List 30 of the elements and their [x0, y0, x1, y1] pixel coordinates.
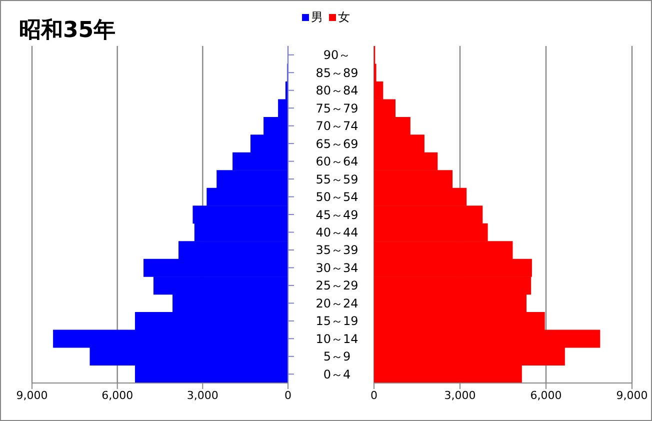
- x-tick-label: 9,000: [616, 388, 648, 402]
- x-tick-label: 3,000: [186, 388, 218, 402]
- x-tick-label: 0: [284, 388, 292, 402]
- x-tick-label: 9,000: [16, 388, 48, 402]
- legend-label: 女: [338, 9, 350, 26]
- y-tick-label: 15～19: [316, 314, 358, 328]
- y-tick-label: 80～84: [316, 84, 358, 98]
- y-tick-label: 75～79: [316, 101, 358, 116]
- x-tick-label: 6,000: [530, 388, 562, 402]
- y-tick-label: 30～34: [316, 260, 358, 275]
- y-tick-label: 60～64: [316, 154, 358, 169]
- x-tick-label: 3,000: [444, 388, 476, 402]
- y-tick-label: 70～74: [316, 119, 358, 134]
- y-tick-label: 90～: [323, 48, 351, 62]
- y-tick-label: 50～54: [316, 190, 358, 204]
- y-tick-label: 5～9: [323, 350, 351, 364]
- y-tick-label: 0～4: [323, 367, 351, 382]
- y-tick-label: 20～24: [316, 296, 358, 310]
- chart-title: 昭和35年: [19, 17, 116, 45]
- y-tick-label: 65～69: [316, 136, 358, 151]
- y-tick-label: 10～14: [316, 332, 358, 346]
- y-tick-label: 40～44: [316, 225, 358, 240]
- y-tick-label: 35～39: [316, 243, 358, 258]
- y-tick-label: 85～89: [316, 66, 358, 80]
- y-tick-label: 45～49: [316, 208, 358, 222]
- y-tick-label: 55～59: [316, 172, 358, 186]
- y-tick-label: 25～29: [316, 278, 358, 293]
- legend-label: 男: [311, 9, 323, 26]
- x-tick-label: 0: [370, 388, 378, 402]
- x-tick-label: 6,000: [102, 388, 134, 402]
